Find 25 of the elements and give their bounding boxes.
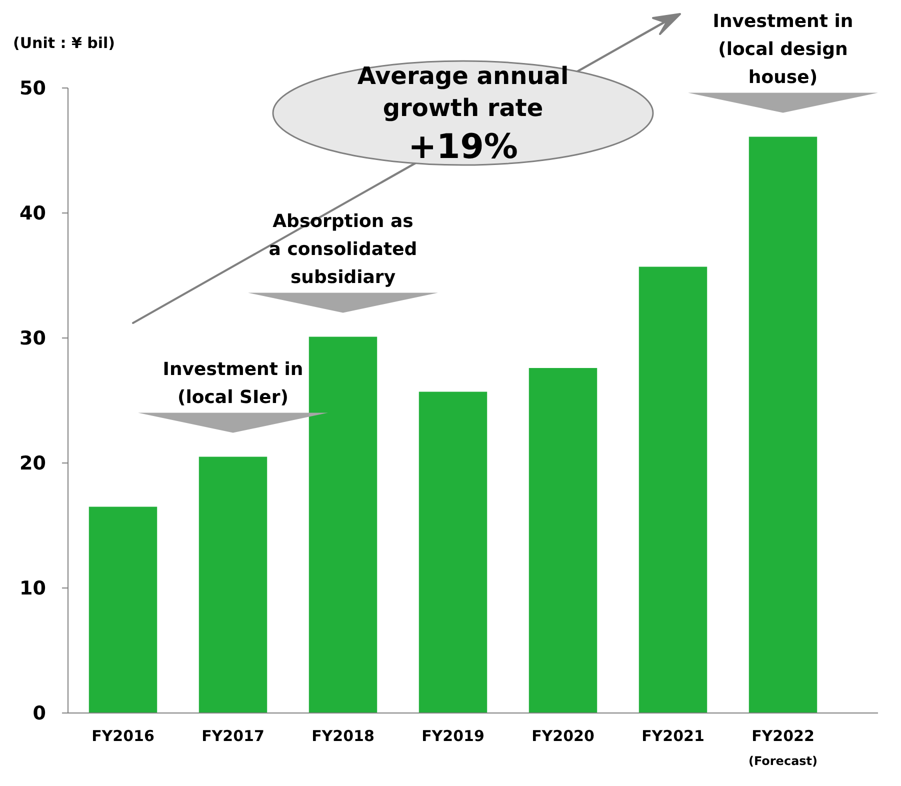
x-tick-label: FY2022 (Forecast) [748, 727, 818, 768]
x-tick-label: FY2021 [642, 727, 704, 745]
x-tick-label: FY2016 [92, 727, 154, 745]
bar [88, 506, 158, 713]
bar [308, 336, 378, 713]
x-tick-label: FY2020 [532, 727, 594, 745]
bar [528, 368, 598, 713]
bar [638, 266, 708, 713]
x-tick-label: FY2017 [202, 727, 264, 745]
y-axis-title: (Unit : ¥ bil) [13, 34, 116, 52]
bar [418, 392, 488, 713]
bar [198, 456, 268, 713]
y-tick-label: 0 [32, 702, 46, 725]
y-tick-label: 50 [20, 78, 46, 100]
y-tick-label: 40 [20, 202, 46, 225]
annotation: Absorption as a consolidated subsidiary [268, 210, 418, 288]
annotation: Investment in (local SIer) [162, 358, 304, 408]
annotation: Average annual growth rate +19% [357, 62, 569, 167]
y-tick-label: 30 [20, 328, 46, 350]
bar [748, 136, 818, 713]
x-tick-label: FY2019 [422, 727, 484, 745]
annotation: Investment in (local design house) [712, 10, 854, 88]
x-tick-label: FY2018 [312, 727, 374, 745]
y-tick-label: 20 [20, 452, 46, 475]
y-tick-label: 10 [20, 578, 46, 600]
